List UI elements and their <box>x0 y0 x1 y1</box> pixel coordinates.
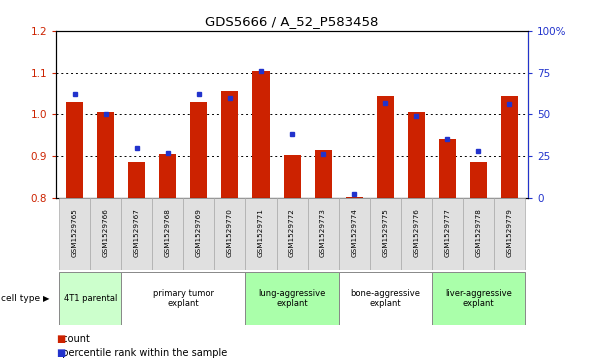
Bar <box>253 70 270 363</box>
Bar <box>90 198 122 270</box>
Text: GSM1529778: GSM1529778 <box>476 208 481 257</box>
Bar <box>346 197 363 363</box>
Bar <box>245 198 277 270</box>
Text: primary tumor
explant: primary tumor explant <box>153 289 214 308</box>
Bar <box>221 91 238 363</box>
Text: lung-aggressive
explant: lung-aggressive explant <box>258 289 326 308</box>
Text: GSM1529766: GSM1529766 <box>103 208 109 257</box>
Bar <box>97 112 114 363</box>
Text: 4T1 parental: 4T1 parental <box>64 294 117 303</box>
Bar <box>439 139 456 363</box>
Text: GSM1529774: GSM1529774 <box>351 208 357 257</box>
Bar <box>59 198 90 270</box>
Text: GSM1529779: GSM1529779 <box>506 208 513 257</box>
Bar <box>59 272 122 325</box>
Text: GSM1529770: GSM1529770 <box>227 208 233 257</box>
Bar <box>122 198 152 270</box>
Text: GSM1529768: GSM1529768 <box>165 208 171 257</box>
Bar <box>122 272 245 325</box>
Text: cell type: cell type <box>1 294 40 303</box>
Text: count: count <box>56 334 90 344</box>
Bar <box>401 198 432 270</box>
Text: GSM1529767: GSM1529767 <box>134 208 140 257</box>
Bar <box>307 198 339 270</box>
Bar <box>376 95 394 363</box>
Text: GSM1529773: GSM1529773 <box>320 208 326 257</box>
Text: GSM1529776: GSM1529776 <box>413 208 419 257</box>
Bar <box>370 198 401 270</box>
Bar <box>501 95 518 363</box>
Text: ■: ■ <box>56 334 65 344</box>
Bar <box>277 198 307 270</box>
Title: GDS5666 / A_52_P583458: GDS5666 / A_52_P583458 <box>205 15 379 28</box>
Bar <box>152 198 183 270</box>
Bar <box>408 112 425 363</box>
Bar <box>339 272 432 325</box>
Bar <box>284 155 300 363</box>
Text: GSM1529771: GSM1529771 <box>258 208 264 257</box>
Text: ■: ■ <box>56 348 65 358</box>
Bar <box>432 198 463 270</box>
Text: liver-aggressive
explant: liver-aggressive explant <box>445 289 512 308</box>
Bar <box>339 198 370 270</box>
Bar <box>494 198 525 270</box>
Bar <box>191 102 208 363</box>
Bar <box>159 154 176 363</box>
Text: bone-aggressive
explant: bone-aggressive explant <box>350 289 420 308</box>
Bar <box>432 272 525 325</box>
Bar <box>66 102 83 363</box>
Text: GSM1529769: GSM1529769 <box>196 208 202 257</box>
Bar <box>183 198 214 270</box>
Text: GSM1529772: GSM1529772 <box>289 208 295 257</box>
Text: ▶: ▶ <box>42 294 49 303</box>
Bar <box>463 198 494 270</box>
Text: GSM1529777: GSM1529777 <box>444 208 450 257</box>
Text: percentile rank within the sample: percentile rank within the sample <box>56 348 227 358</box>
Bar <box>128 162 145 363</box>
Text: GSM1529775: GSM1529775 <box>382 208 388 257</box>
Text: GSM1529765: GSM1529765 <box>71 208 78 257</box>
Bar <box>214 198 245 270</box>
Bar <box>470 162 487 363</box>
Bar <box>314 150 332 363</box>
Bar <box>245 272 339 325</box>
